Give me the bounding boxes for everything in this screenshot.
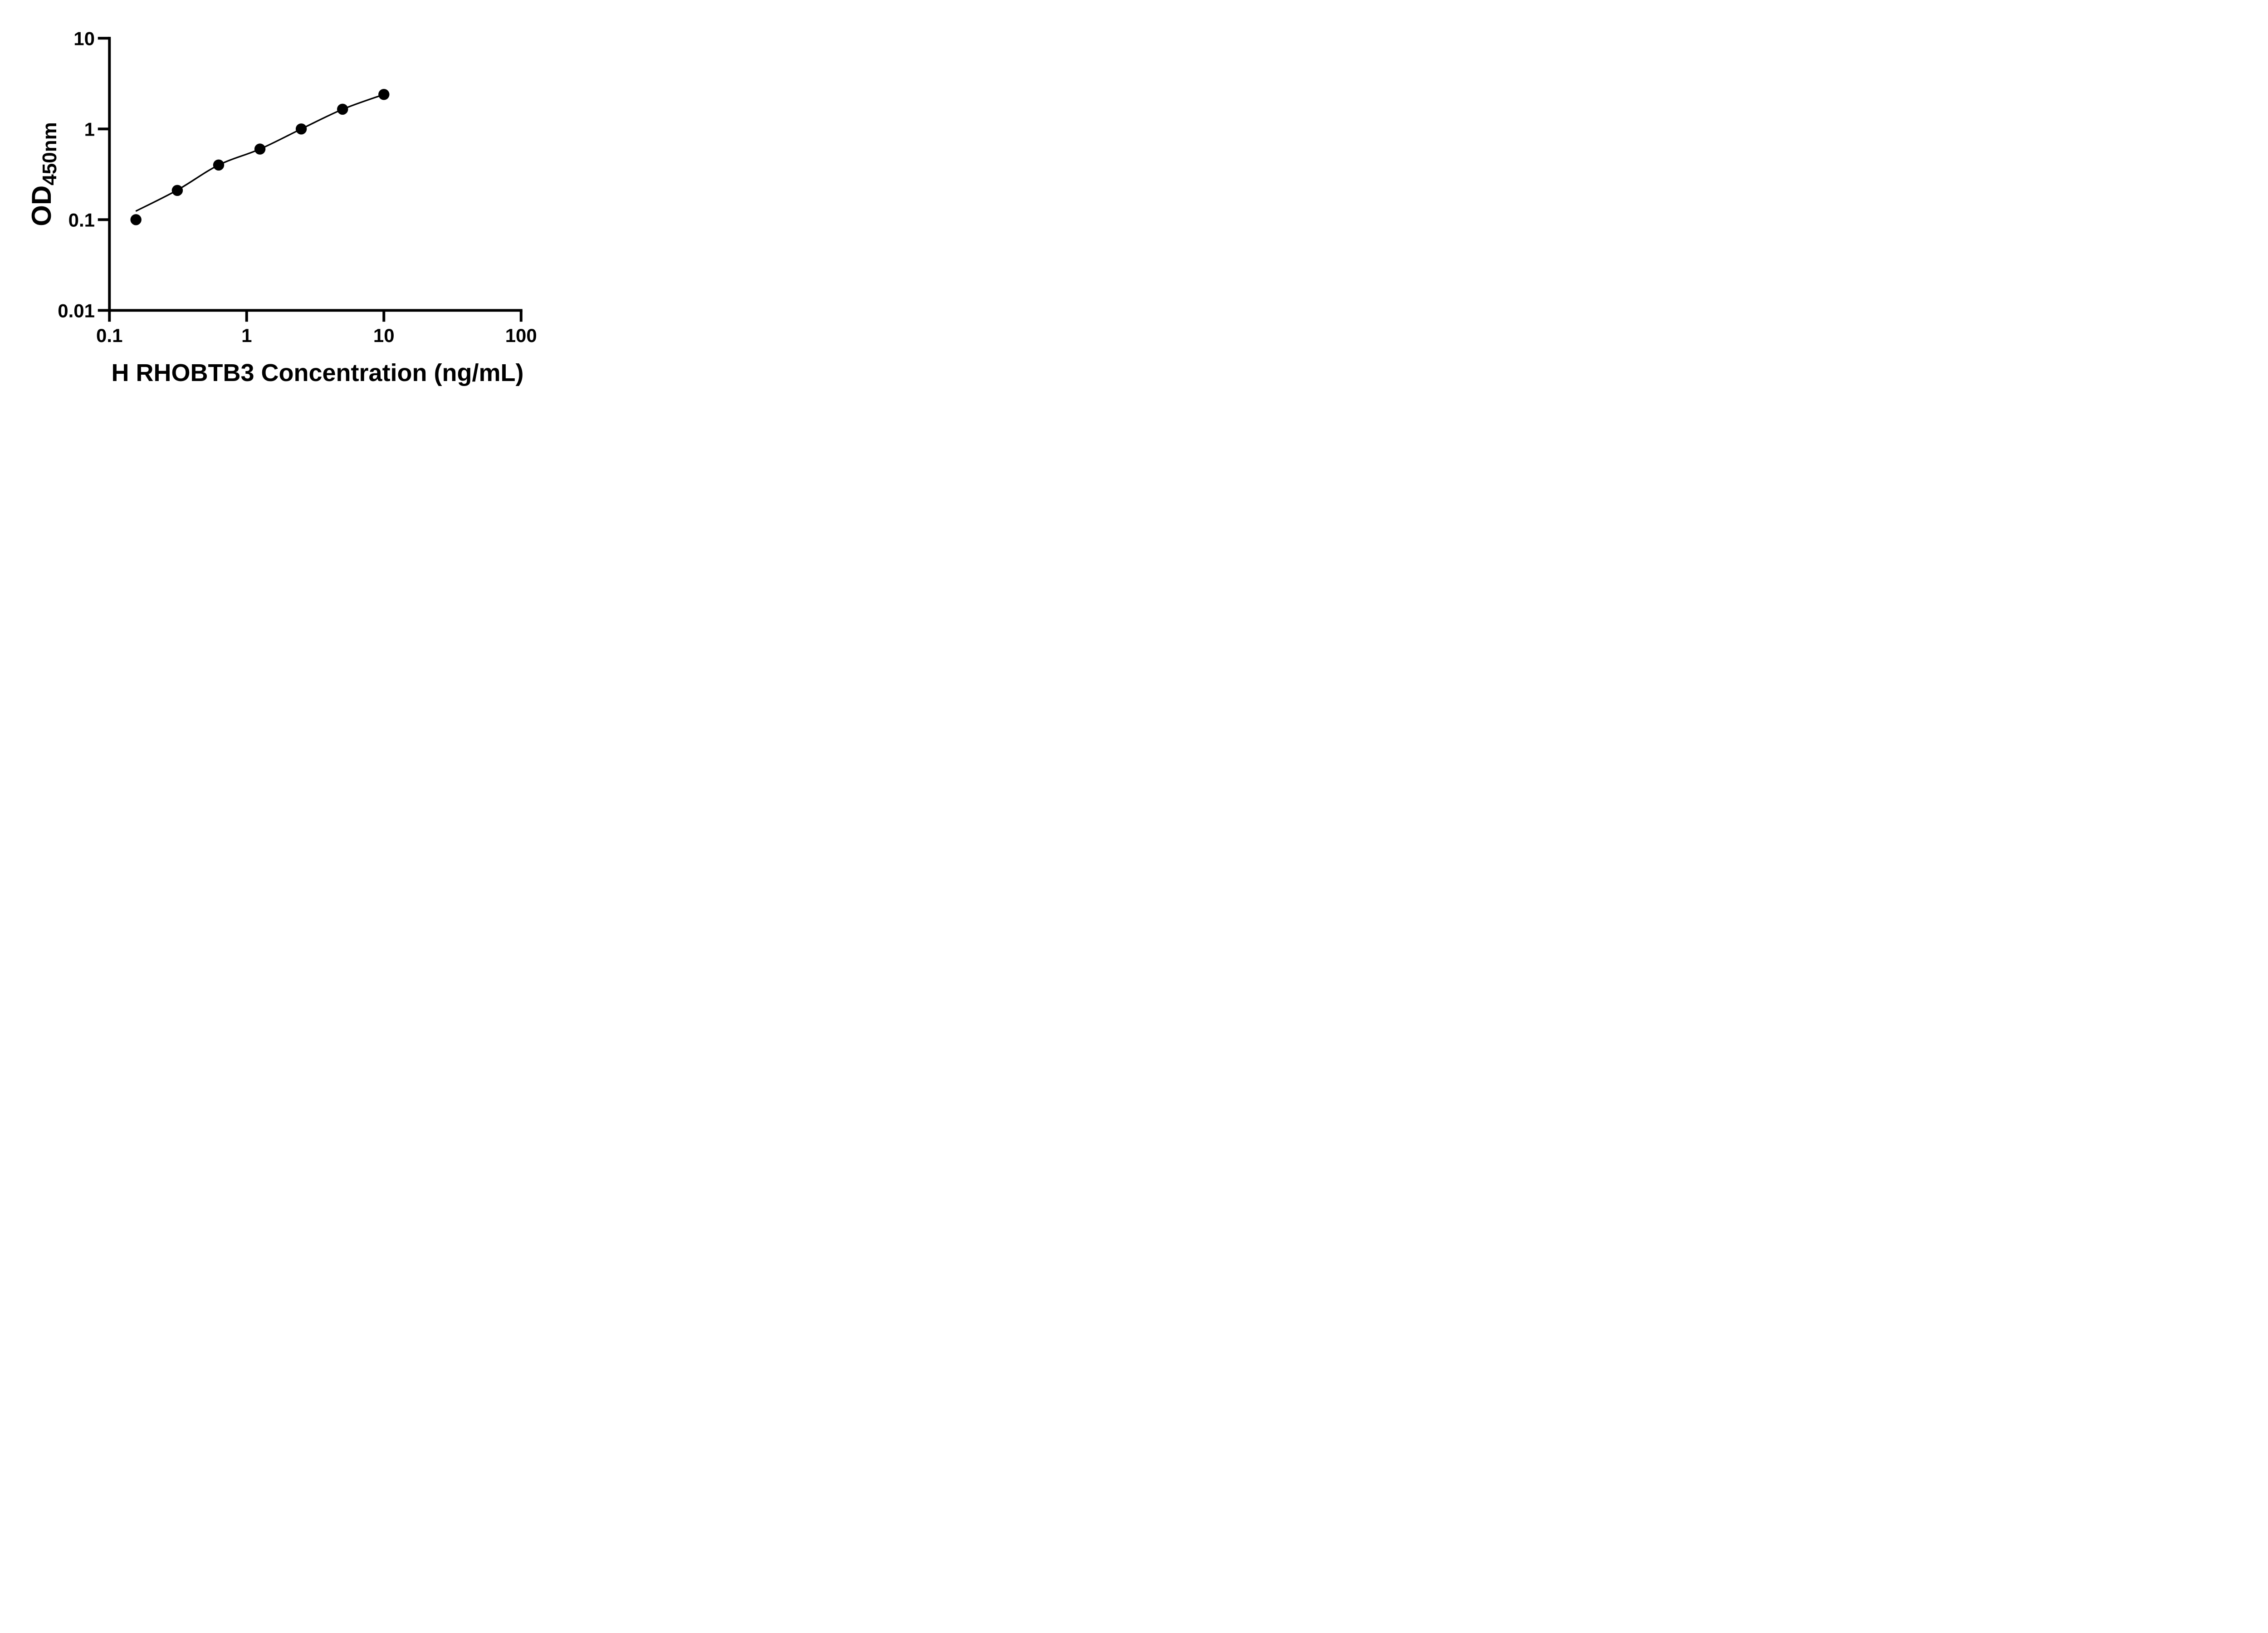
y-axis-title: OD450nm: [26, 122, 61, 226]
y-axis-title-main: OD: [26, 186, 57, 226]
data-point: [213, 159, 225, 171]
axes: [108, 37, 523, 312]
data-points: [130, 89, 390, 225]
x-axis-title: H RHOBTB3 Concentration (ng/mL): [112, 359, 524, 386]
x-tick-label: 0.1: [96, 325, 122, 346]
data-point: [130, 214, 142, 225]
x-tick-label: 100: [505, 325, 537, 346]
data-point: [295, 123, 307, 135]
y-tick-label: 0.1: [68, 209, 95, 230]
data-point: [378, 89, 390, 100]
data-point: [171, 185, 183, 196]
y-tick-label: 1: [84, 118, 95, 140]
y-tick-label: 0.01: [58, 300, 95, 321]
y-axis-title-subscript: 450nm: [39, 122, 61, 185]
data-point: [337, 103, 348, 115]
tick-marks: [98, 37, 523, 322]
elisa-standard-curve-figure: 0.1 1 10 100 10 1 0.1 0.01 H RHOBTB3 Concentrat…: [0, 0, 581, 408]
y-tick-label: 10: [73, 28, 95, 49]
x-tick-label: 10: [373, 325, 395, 346]
x-tick-label: 1: [241, 325, 252, 346]
data-point: [254, 143, 266, 155]
